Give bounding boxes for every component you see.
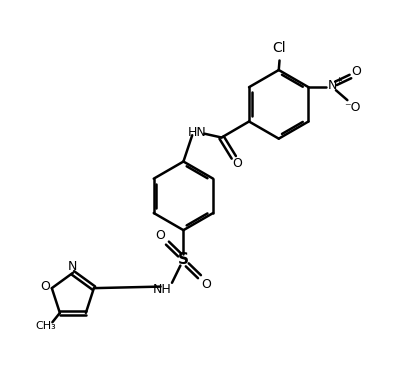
Text: N: N — [68, 260, 77, 273]
Text: O: O — [351, 65, 361, 78]
Text: O: O — [156, 229, 166, 242]
Text: HN: HN — [188, 126, 206, 139]
Text: ⁻O: ⁻O — [344, 101, 360, 114]
Text: O: O — [40, 280, 50, 293]
Text: CH₃: CH₃ — [36, 321, 57, 331]
Text: NH: NH — [153, 283, 171, 296]
Text: +: + — [335, 76, 342, 85]
Text: O: O — [201, 278, 211, 291]
Text: S: S — [178, 253, 189, 268]
Text: O: O — [232, 157, 243, 170]
Text: N: N — [327, 79, 337, 92]
Text: Cl: Cl — [273, 41, 286, 55]
